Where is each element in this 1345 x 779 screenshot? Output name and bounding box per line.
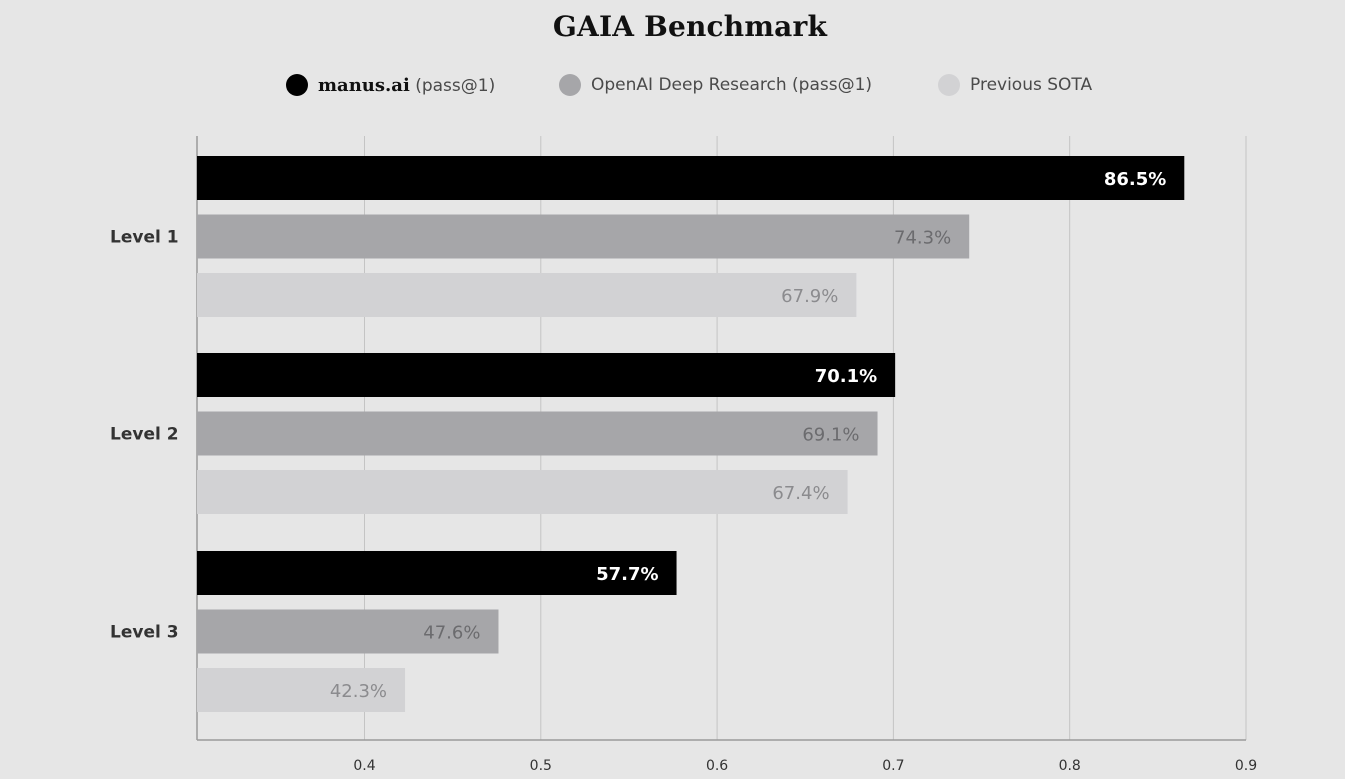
legend-item-sota: Previous SOTA <box>938 73 1092 97</box>
bar-level1-series1 <box>197 156 1185 200</box>
category-label-level2: Level 2 <box>110 425 179 445</box>
legend-label-sota: Previous SOTA <box>970 75 1093 95</box>
bar-level3-series1 <box>197 551 677 595</box>
data-label-level3-series1: 57.7% <box>596 564 658 585</box>
x-tick-label-5: 0.9 <box>1235 758 1257 774</box>
bar-level1-series3 <box>197 273 857 317</box>
legend-item-manus: manus.ai (pass@1) <box>286 73 495 97</box>
category-label-level1: Level 1 <box>110 228 179 248</box>
bar-level2-series3 <box>197 470 848 514</box>
data-label-level1-series1: 86.5% <box>1104 169 1166 190</box>
data-label-level3-series2: 47.6% <box>423 623 480 644</box>
legend-label-manus: manus.ai (pass@1) <box>318 75 495 96</box>
x-tick-label-2: 0.6 <box>706 758 728 774</box>
bar-level3-series2 <box>197 609 499 654</box>
bar-level2-series2 <box>197 411 878 456</box>
legend-label-openai: OpenAI Deep Research (pass@1) <box>591 75 873 95</box>
data-label-level1-series2: 74.3% <box>894 228 951 249</box>
bar-level2-series1 <box>197 353 896 397</box>
x-tick-label-0: 0.4 <box>353 758 375 774</box>
x-tick-label-4: 0.8 <box>1059 758 1081 774</box>
legend-swatch-manus <box>286 74 308 96</box>
x-tick-label-1: 0.5 <box>530 758 552 774</box>
bar-level1-series2 <box>197 214 970 259</box>
legend-swatch-sota <box>938 74 960 96</box>
data-label-level3-series3: 42.3% <box>330 681 387 702</box>
legend-swatch-openai <box>559 74 581 96</box>
legend-label-manus-suffix: (pass@1) <box>415 75 496 96</box>
data-label-level1-series3: 67.9% <box>781 286 838 307</box>
data-label-level2-series2: 69.1% <box>802 425 859 446</box>
data-label-level2-series3: 67.4% <box>772 483 829 504</box>
x-tick-label-3: 0.7 <box>882 758 904 774</box>
bar-level3-series3 <box>197 668 406 712</box>
legend-item-openai: OpenAI Deep Research (pass@1) <box>559 73 872 97</box>
category-label-level3: Level 3 <box>110 623 179 643</box>
data-label-level2-series1: 70.1% <box>815 366 877 387</box>
chart-title: GAIA Benchmark <box>552 10 828 43</box>
legend-label-manus-name: manus.ai <box>318 74 410 96</box>
